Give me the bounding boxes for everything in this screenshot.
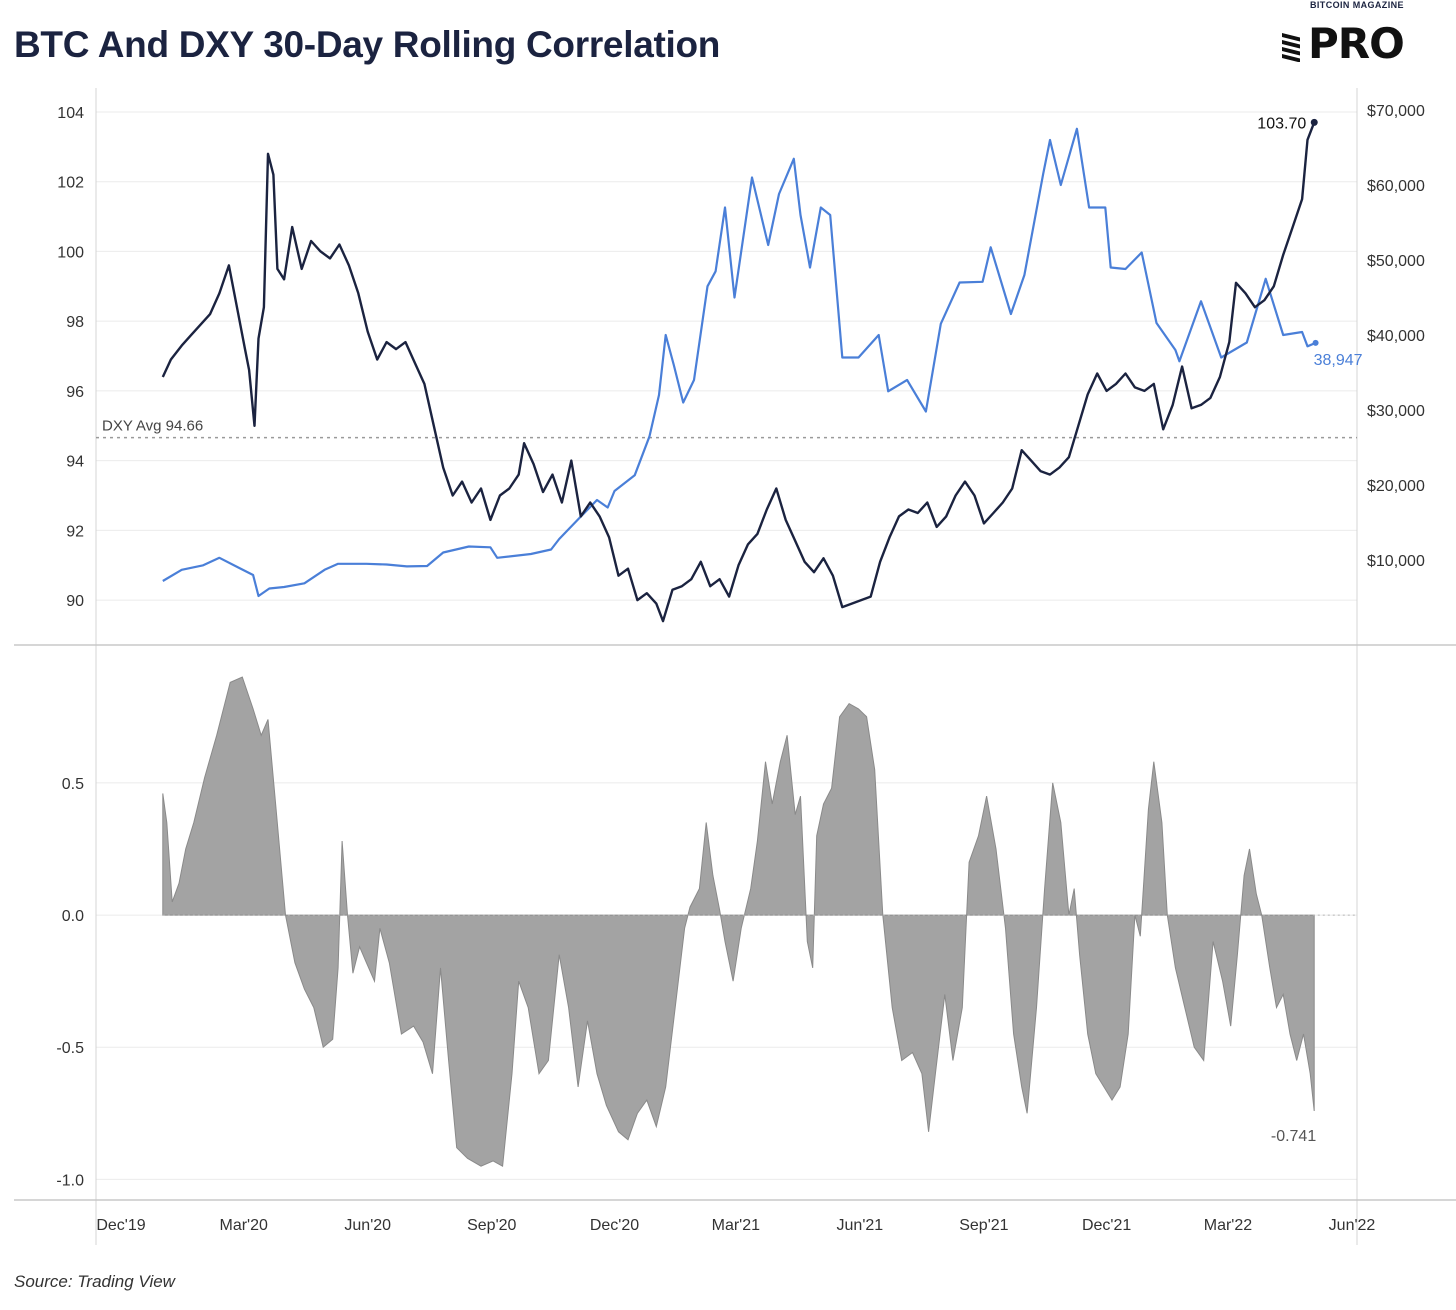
btc-price-line xyxy=(162,127,1317,598)
price-panel xyxy=(96,118,1357,623)
right-axis-tick-label: $40,000 xyxy=(1367,328,1425,345)
source-note: Source: Trading View xyxy=(14,1272,175,1291)
right-axis-tick-label: $20,000 xyxy=(1367,478,1425,495)
left-axis-tick-label: 104 xyxy=(57,105,84,122)
axis-layer: 90 92 94 96 98 100 102 104 $10,000 $20,000 $30,000… xyxy=(56,103,1425,1234)
x-axis-tick-label: Sep'20 xyxy=(467,1217,516,1234)
x-axis-tick-label: Dec'21 xyxy=(1082,1217,1131,1234)
x-axis-tick-label: Dec'20 xyxy=(590,1217,639,1234)
x-axis-tick-label: Jun'22 xyxy=(1329,1217,1376,1234)
dxy-line xyxy=(161,121,1316,623)
x-axis-tick-label: Jun'20 xyxy=(344,1217,391,1234)
left-axis-tick-label: 90 xyxy=(66,593,84,610)
left-axis-tick-label: 98 xyxy=(66,314,84,331)
btc-end-label: 38,947 xyxy=(1314,352,1363,369)
left-axis-tick-label: 92 xyxy=(66,523,84,540)
left-axis-tick-label: 102 xyxy=(57,175,84,192)
corr-axis-tick-label: -1.0 xyxy=(56,1172,84,1189)
x-axis-tick-label: Dec'19 xyxy=(96,1217,145,1234)
x-axis-tick-label: Mar'20 xyxy=(219,1217,268,1234)
brand-logo: PRO xyxy=(1282,18,1438,70)
correlation-area xyxy=(162,676,1315,1168)
logo-bars-icon xyxy=(1282,33,1300,62)
grid-layer xyxy=(96,111,1357,1180)
right-axis-tick-label: $10,000 xyxy=(1367,553,1425,570)
x-axis-tick-label: Mar'21 xyxy=(712,1217,761,1234)
x-axis-tick-label: Jun'21 xyxy=(837,1217,884,1234)
logo-main-text: PRO xyxy=(1308,19,1405,68)
x-axis-tick-label: Mar'22 xyxy=(1204,1217,1253,1234)
right-axis-tick-label: $30,000 xyxy=(1367,403,1425,420)
right-axis-tick-label: $60,000 xyxy=(1367,178,1425,195)
dxy-average-label: DXY Avg 94.66 xyxy=(102,418,203,435)
dxy-end-label: 103.70 xyxy=(1257,115,1306,132)
frame-layer xyxy=(14,88,1456,1245)
left-axis-tick-label: 96 xyxy=(66,384,84,401)
left-axis-tick-label: 94 xyxy=(66,454,84,471)
btc-end-marker xyxy=(1312,339,1319,346)
correlation-end-label: -0.741 xyxy=(1271,1128,1316,1145)
corr-axis-tick-label: -0.5 xyxy=(56,1040,84,1057)
right-axis-tick-label: $50,000 xyxy=(1367,253,1425,270)
right-axis-tick-label: $70,000 xyxy=(1367,103,1425,120)
logo-small-text: BITCOIN MAGAZINE xyxy=(1310,0,1404,10)
left-axis-tick-label: 100 xyxy=(57,244,84,261)
dxy-end-marker xyxy=(1310,118,1318,126)
corr-axis-tick-label: 0.0 xyxy=(62,908,84,925)
chart-title: BTC And DXY 30-Day Rolling Correlation xyxy=(14,24,721,65)
corr-axis-tick-label: 0.5 xyxy=(62,776,84,793)
label-layer: DXY Avg 94.66 -0.741 103.70 38,947 xyxy=(102,115,1363,1145)
correlation-panel xyxy=(162,676,1357,1168)
x-axis-tick-label: Sep'21 xyxy=(959,1217,1008,1234)
